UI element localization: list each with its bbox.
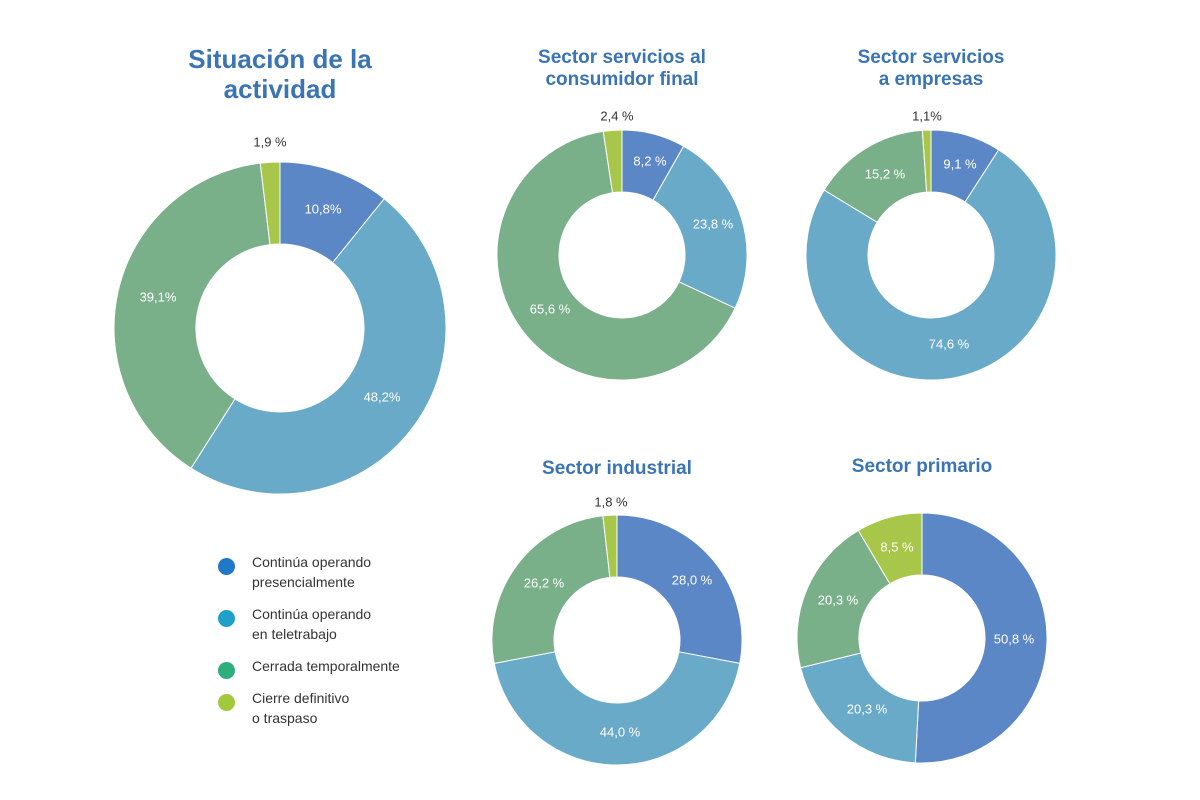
legend-item: Cierre definitivo o traspaso (216, 688, 476, 728)
slice-cierre (602, 129, 623, 194)
slice-label-cierre: 1,1% (912, 108, 942, 123)
slice-cierre (857, 512, 923, 585)
slice-label-teletrabajo: 44,0 % (600, 724, 641, 739)
slice-label-presencial: 28,0 % (672, 572, 713, 587)
slice-teletrabajo (799, 652, 920, 764)
legend-swatch (218, 558, 235, 575)
slice-label-cierre: 1,8 % (594, 494, 628, 509)
slice-label-presencial: 10,8% (305, 201, 342, 216)
donut-chart-4: Sector primario 50,8 % 20,3 % 20,3 % 8,5 % (796, 456, 1048, 764)
slice-label-cierre: 8,5 % (880, 539, 914, 554)
chart-title-0-line-0: Situación de la (188, 44, 372, 74)
slice-label-teletrabajo: 23,8 % (693, 216, 734, 231)
chart-title-1-line-1: consumidor final (545, 69, 698, 90)
legend-label: Cerrada temporalmente (252, 658, 400, 674)
legend-swatch (218, 694, 235, 711)
slice-teletrabajo (805, 149, 1057, 381)
slice-teletrabajo (190, 198, 447, 495)
slice-cerrada (491, 515, 611, 665)
slice-cierre (259, 161, 281, 246)
slice-teletrabajo (493, 651, 741, 766)
slice-label-cierre: 1,9 % (253, 134, 287, 149)
slice-label-teletrabajo: 48,2% (364, 389, 401, 404)
legend-label: Continúa operando en teletrabajo (252, 606, 372, 642)
legend-label: Cierre definitivo o traspaso (252, 690, 350, 726)
slice-label-presencial: 50,8 % (994, 631, 1035, 646)
slice-label-cerrada: 26,2 % (524, 575, 565, 590)
slice-presencial (914, 512, 1048, 764)
chart-title-2-line-0: Sector servicios (858, 47, 1005, 68)
legend-item: Cerrada temporalmente (216, 656, 476, 679)
legend-label: Continúa operando presencialmente (252, 554, 372, 590)
chart-title-2-line-1: a empresas (879, 69, 984, 90)
slice-cerrada (796, 529, 891, 669)
slice-teletrabajo (652, 145, 748, 309)
slice-label-presencial: 9,1 % (943, 156, 977, 171)
chart-title-4: Sector primario (852, 456, 992, 477)
slice-label-cierre: 2,4 % (600, 108, 634, 123)
legend-item: Continúa operando presencialmente (216, 552, 476, 592)
slice-label-cerrada: 39,1% (140, 289, 177, 304)
chart-title-3: Sector industrial (542, 458, 692, 479)
slice-label-teletrabajo: 20,3 % (847, 701, 888, 716)
slice-presencial (616, 514, 743, 665)
slice-label-presencial: 8,2 % (633, 153, 667, 168)
slice-cerrada (113, 162, 271, 469)
slice-label-cerrada: 20,3 % (818, 592, 859, 607)
slice-cerrada (496, 130, 736, 381)
slice-label-teletrabajo: 74,6 % (929, 336, 970, 351)
legend-swatch (218, 662, 235, 679)
legend: Continúa operando presencialmente Continú… (216, 552, 476, 740)
slice-label-cerrada: 15,2 % (865, 166, 906, 181)
donut-chart-3: Sector industrial 28,0 % 44,0 % 26,2 % 1,8 % (491, 458, 743, 766)
legend-item: Continúa operando en teletrabajo (216, 604, 476, 644)
slice-cierre (602, 514, 618, 578)
chart-title-0-line-1: actividad (224, 74, 337, 104)
slice-cierre (921, 129, 932, 193)
slice-label-cerrada: 65,6 % (530, 301, 571, 316)
legend-swatch (218, 610, 235, 627)
chart-title-1-line-0: Sector servicios al (538, 47, 706, 68)
